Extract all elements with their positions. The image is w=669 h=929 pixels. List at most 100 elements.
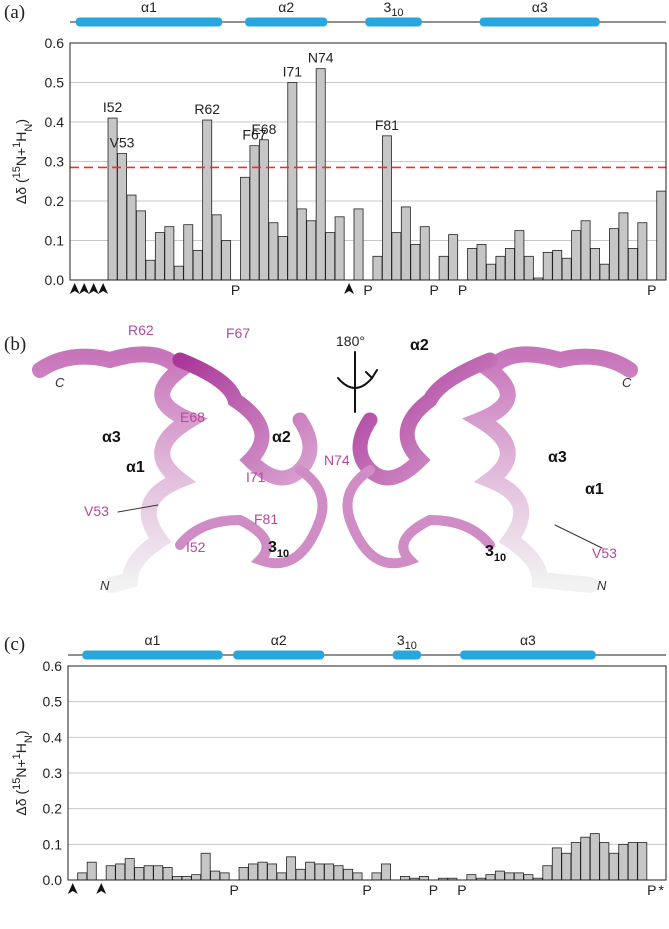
helix-label: 310: [485, 543, 506, 564]
bar: [580, 220, 591, 281]
structure-element-label: α3: [520, 632, 536, 648]
bar: [305, 861, 316, 881]
structure-element-label: α2: [278, 0, 294, 15]
helix-label-sub: 10: [277, 548, 289, 560]
structure-labels: R62 F67 C α3 E68 α2 N74 α1 I71 V53 F81 I…: [55, 322, 632, 593]
y-tick-label: 0.2: [45, 193, 65, 209]
structure-element: [233, 650, 325, 660]
terminus-label: N: [597, 578, 607, 593]
bar: [494, 870, 505, 881]
structure-element-label-main: 3: [384, 0, 392, 15]
bar: [590, 247, 600, 281]
y-tick-label: 0.5: [45, 75, 65, 91]
bar: [192, 249, 203, 281]
bar: [513, 872, 524, 881]
bar: [504, 247, 515, 281]
helix-label: α1: [585, 481, 604, 498]
bar: [183, 224, 194, 281]
structure-drawing: [32, 346, 638, 593]
structure-element: [392, 650, 422, 660]
structure-element: [82, 650, 223, 660]
bar: [618, 212, 629, 281]
bar: [154, 232, 165, 281]
residue-label: N74: [324, 452, 350, 468]
y-tick-label: 0.0: [45, 272, 65, 288]
bar: [599, 842, 610, 881]
bar: [145, 259, 156, 281]
terminus-label: C: [55, 375, 65, 390]
bar: [219, 872, 230, 881]
bar: [467, 247, 478, 281]
structure-element-label-main: α3: [532, 0, 548, 15]
y-tick-label: 0.2: [43, 801, 63, 817]
panel-label: (b): [4, 334, 26, 355]
helix-label: α2: [272, 429, 291, 446]
structure-element-label-sub: 10: [391, 7, 403, 19]
bar: [523, 255, 534, 281]
structure-element-label-main: α2: [271, 632, 287, 648]
residue-label: V53: [84, 503, 109, 519]
bar: [200, 852, 211, 881]
unassigned-marker: [79, 283, 90, 294]
y-tick-label: 0.1: [45, 233, 65, 249]
bar: [495, 255, 506, 281]
bar: [287, 82, 298, 281]
residue-label: E68: [180, 409, 205, 425]
bar: [257, 861, 268, 881]
bar: [153, 865, 164, 881]
bar: [77, 872, 88, 881]
bar: [571, 230, 582, 281]
bar: [173, 265, 184, 281]
bar: [381, 863, 391, 881]
structure-element-label-main: α1: [145, 632, 161, 648]
bar: [296, 208, 307, 281]
bar: [523, 874, 534, 881]
helix-label: 310: [268, 539, 289, 560]
bar-label: R62: [194, 101, 220, 117]
residue-label: I71: [246, 469, 266, 485]
bar: [608, 852, 619, 881]
bar: [353, 208, 364, 281]
unassigned-marker: [67, 883, 78, 894]
terminus-label: C: [622, 375, 632, 390]
bar: [419, 226, 430, 281]
helix-label: α2: [410, 337, 429, 354]
structure-element-label-main: α3: [520, 632, 536, 648]
bar: [391, 232, 402, 281]
y-axis-title-part: ): [13, 119, 29, 124]
bar: [221, 240, 232, 281]
x-tick-label: *: [659, 882, 665, 898]
bar: [580, 836, 591, 881]
y-tick-label: 0.1: [43, 836, 63, 852]
bar: [343, 868, 353, 881]
y-axis-title-part: H: [13, 132, 29, 142]
structure-element-label-main: α2: [278, 0, 294, 15]
bar: [561, 852, 572, 881]
bar: [371, 872, 382, 881]
bar-label: E68: [251, 121, 276, 137]
residue-label: V53: [592, 545, 617, 561]
bar: [211, 214, 222, 281]
helix-label-main: 3: [268, 539, 277, 556]
structure-element-label: α2: [271, 632, 287, 648]
bar: [238, 867, 249, 881]
bar: [448, 234, 459, 281]
bar: [656, 190, 667, 281]
x-tick-label: P: [458, 282, 467, 298]
structure-element-label: α1: [145, 632, 161, 648]
bar: [258, 139, 269, 281]
bar: [324, 863, 334, 881]
bar-label: V53: [110, 135, 135, 151]
bar: [268, 222, 279, 281]
unassigned-marker: [96, 883, 107, 894]
y-tick-label: 0.4: [43, 729, 63, 745]
residue-label: I52: [186, 539, 206, 555]
y-tick-label: 0.5: [43, 694, 63, 710]
unassigned-marker: [88, 283, 99, 294]
bar: [400, 206, 411, 281]
structure-element-label: 310: [384, 0, 404, 19]
bar: [115, 863, 126, 881]
bar: [627, 842, 638, 881]
bar: [485, 874, 496, 881]
unassigned-marker: [69, 283, 80, 294]
